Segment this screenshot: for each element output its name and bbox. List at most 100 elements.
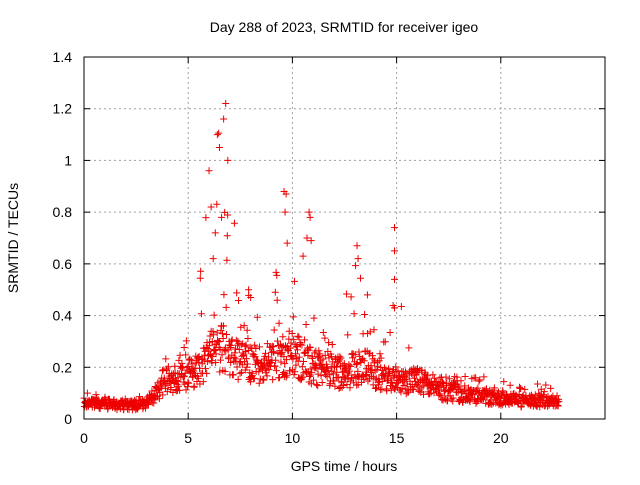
data-point [288,329,296,337]
data-point [175,356,183,364]
data-point [255,368,263,376]
data-point [380,364,388,372]
data-point [222,303,230,311]
data-point [387,386,395,394]
data-point [337,354,345,362]
x-tick-label: 5 [184,430,192,446]
data-point [245,286,253,294]
data-point [540,388,548,396]
data-point [187,356,195,364]
data-point [395,372,403,380]
data-point [376,350,384,358]
data-point [271,362,279,370]
data-point [400,381,408,389]
data-point [246,343,254,351]
data-point [243,326,251,334]
data-point [83,389,91,397]
data-point [218,351,226,359]
data-point [295,353,303,361]
data-point [336,353,344,361]
data-point [212,359,220,367]
data-point [219,335,227,343]
data-point [391,275,399,283]
data-point [299,373,307,381]
data-point [218,330,226,338]
data-point [252,344,260,352]
data-point [319,355,327,363]
data-point [241,342,249,350]
data-point [387,374,395,382]
data-point [250,375,258,383]
data-point [302,321,310,329]
data-point [374,362,382,370]
axis-ticks: 0 0.2 0.4 0.6 0.8 1 1.2 1.4 0 5 10 15 20 [53,49,605,446]
data-point [251,341,259,349]
data-point [294,332,302,340]
data-point [221,367,229,375]
data-point [429,371,437,379]
data-point [203,357,211,365]
data-point [292,343,300,351]
data-point [319,328,327,336]
data-point [188,360,196,368]
data-point [321,334,329,342]
data-point [341,365,349,373]
data-point [296,340,304,348]
y-tick-label: 1 [64,152,72,168]
data-point [365,350,373,358]
data-point [220,291,228,299]
data-point [360,375,368,383]
data-point [506,381,514,389]
data-point [316,350,324,358]
data-point [352,361,360,369]
data-point [356,274,364,282]
data-point [233,289,241,297]
data-point [354,255,362,263]
data-point [554,402,562,410]
data-point [328,353,336,361]
data-point [273,296,281,304]
data-point [449,394,457,402]
y-tick-label: 0.8 [53,204,73,220]
data-point [230,219,238,227]
data-point [547,384,555,392]
data-point [461,373,469,381]
data-point [291,368,299,376]
data-point [328,341,336,349]
data-point [199,378,207,386]
data-point [283,371,291,379]
data-point [279,333,287,341]
data-point [488,400,496,408]
data-point [275,374,283,382]
data-point [220,115,228,123]
data-point [260,361,268,369]
data-point [553,392,561,400]
data-point [437,392,445,400]
data-point [476,376,484,384]
data-point [253,313,261,321]
data-point [397,303,405,311]
data-point [286,344,294,352]
data-point [207,203,215,211]
data-point [371,384,379,392]
data-point [263,372,271,380]
data-point [259,375,267,383]
data-point [229,371,237,379]
data-point [346,377,354,385]
data-points [80,100,563,414]
data-point [292,361,300,369]
data-point [347,362,355,370]
data-point [307,365,315,373]
data-point [377,354,385,362]
x-tick-label: 20 [493,430,509,446]
data-point [281,208,289,216]
data-point [445,375,453,383]
data-point [355,348,363,356]
y-tick-label: 1.4 [53,49,73,65]
data-point [534,380,542,388]
data-point [320,367,328,375]
data-point [92,391,100,399]
data-point [290,336,298,344]
data-point [155,395,163,403]
